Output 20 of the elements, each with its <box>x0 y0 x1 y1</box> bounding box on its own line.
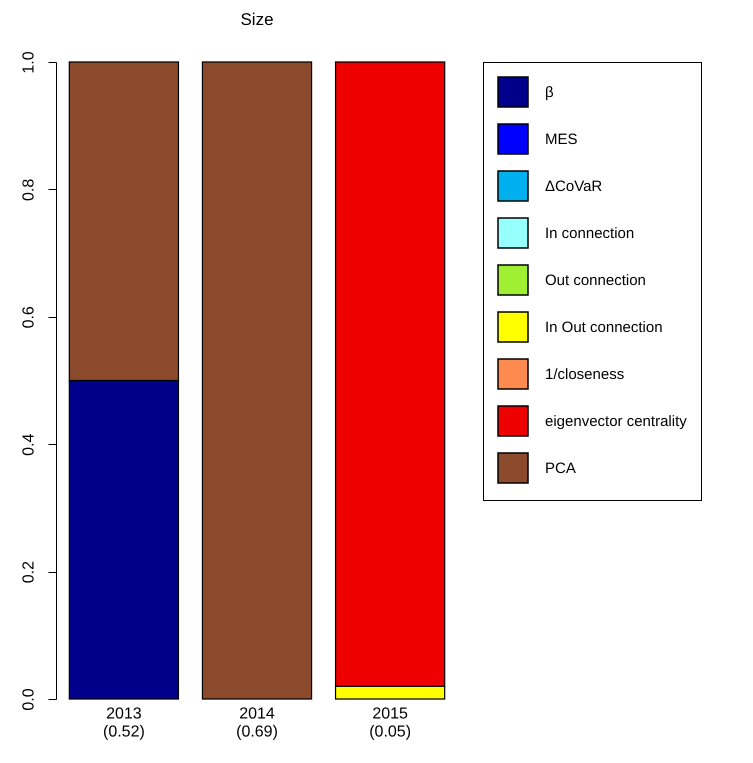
legend-label: 1/closeness <box>545 366 624 383</box>
chart-title: Size <box>240 10 274 29</box>
bar <box>202 61 312 700</box>
legend-label: PCA <box>545 460 576 477</box>
x-tick-label: 2014 (0.69) <box>236 706 278 740</box>
legend-label: In connection <box>545 225 634 242</box>
legend-label: In Out connection <box>545 319 663 336</box>
y-tick-label: 0.6 <box>20 306 38 328</box>
legend-label: MES <box>545 131 578 148</box>
legend-label: Out connection <box>545 272 646 289</box>
y-tick-label: 0.2 <box>20 560 38 584</box>
x-tick-label: 2013 (0.52) <box>102 706 145 740</box>
x-tick-label: 2015 (0.05) <box>369 706 412 740</box>
y-tick-label: 0.0 <box>20 688 38 711</box>
y-tick-label: 1.0 <box>20 51 38 74</box>
y-tick-label: 0.4 <box>20 433 38 456</box>
legend-label: β <box>545 84 554 101</box>
y-tick-label: 0.8 <box>20 178 38 202</box>
legend-label: eigenvector centrality <box>545 413 688 430</box>
legend-label: ΔCoVaR <box>545 178 602 195</box>
